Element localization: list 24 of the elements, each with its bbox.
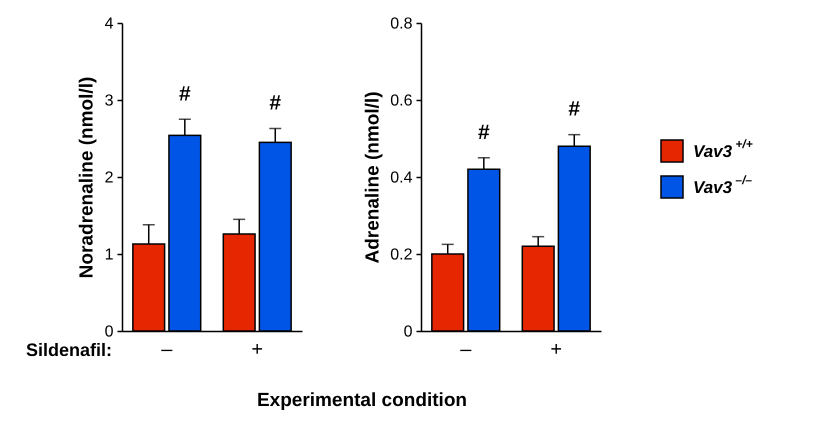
annotation: # bbox=[178, 82, 191, 106]
text: Sildenafil: bbox=[26, 340, 112, 360]
legend-label: Vav3 –/– bbox=[693, 173, 752, 198]
y-tick-label: 1 bbox=[104, 246, 114, 264]
y-tick-label: 0.2 bbox=[390, 246, 413, 264]
y-tick-label: 0.8 bbox=[390, 16, 413, 32]
y-tick-label: 0.6 bbox=[390, 92, 413, 110]
annotation: # bbox=[568, 98, 580, 121]
y-axis-title: Noradrenaline (nmol/l) bbox=[76, 76, 98, 278]
y-tick-label: 4 bbox=[104, 16, 114, 32]
y-tick-label: 0 bbox=[104, 324, 114, 340]
y-tick-label: 0 bbox=[404, 324, 413, 340]
x-tick-label: + bbox=[251, 338, 264, 360]
annotation: # bbox=[478, 120, 490, 144]
x-tick-label: – bbox=[161, 338, 174, 360]
x-axis-title: Experimental condition bbox=[256, 390, 468, 411]
annotation: # bbox=[269, 91, 282, 114]
y-tick-label: 0.4 bbox=[390, 170, 413, 186]
x-tick-label: + bbox=[550, 338, 562, 360]
x-tick-label: – bbox=[460, 338, 472, 360]
legend-label: Vav3 +/+ bbox=[693, 137, 753, 162]
y-axis-title: Adrenaline (nmol/l) bbox=[362, 91, 384, 264]
y-tick-label: 3 bbox=[104, 92, 114, 110]
y-tick-label: 2 bbox=[104, 170, 114, 186]
